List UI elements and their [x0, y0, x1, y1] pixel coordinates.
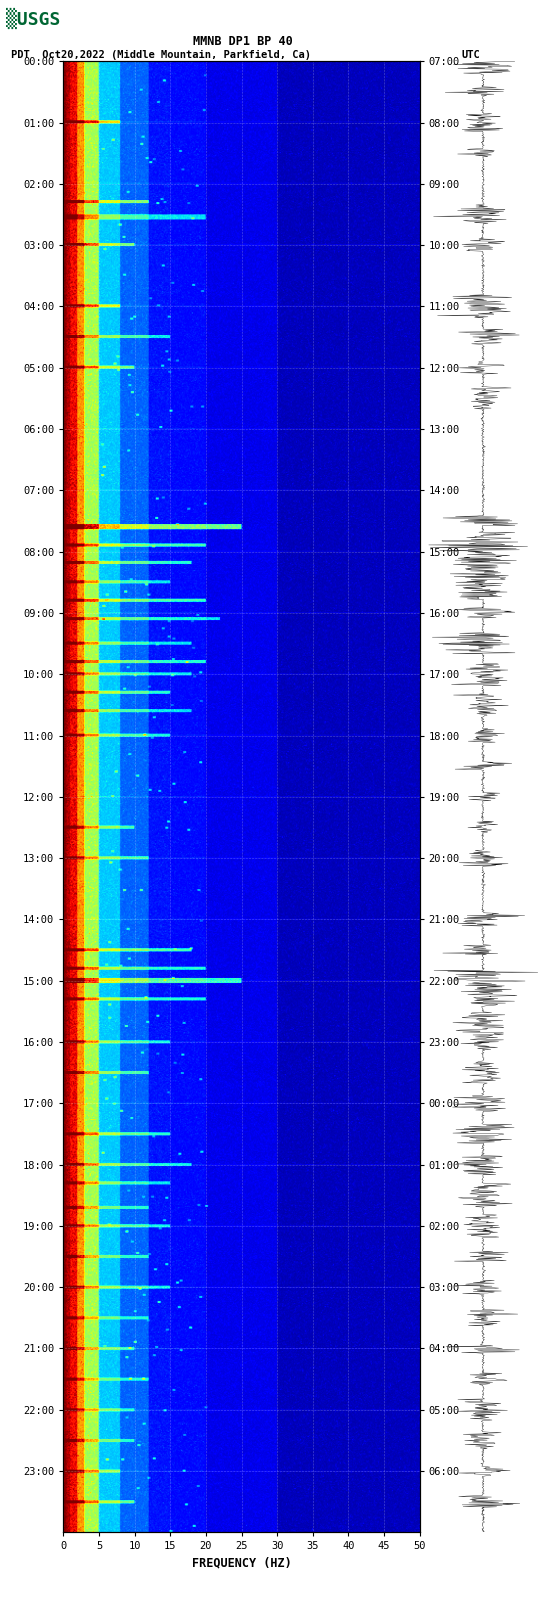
- Text: ▒USGS: ▒USGS: [6, 8, 60, 29]
- X-axis label: FREQUENCY (HZ): FREQUENCY (HZ): [192, 1557, 291, 1569]
- Text: UTC: UTC: [461, 50, 480, 60]
- Text: PDT  Oct20,2022 (Middle Mountain, Parkfield, Ca): PDT Oct20,2022 (Middle Mountain, Parkfie…: [11, 50, 311, 60]
- Text: MMNB DP1 BP 40: MMNB DP1 BP 40: [193, 35, 293, 48]
